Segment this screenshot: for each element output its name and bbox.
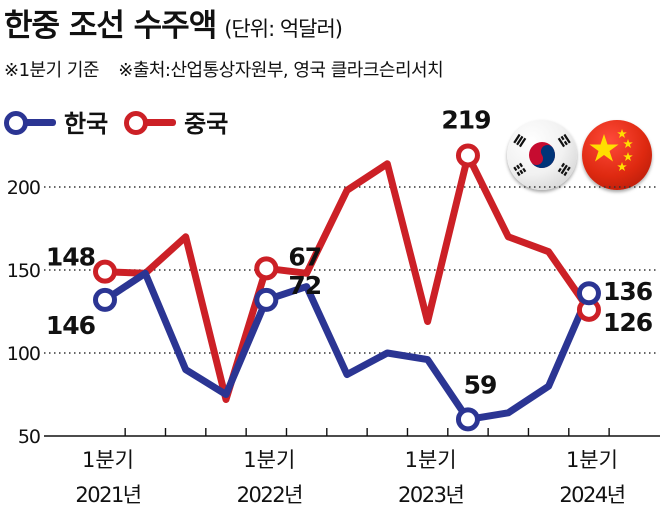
x-label-year: 2024년 [559,483,624,507]
series-lines [101,152,593,423]
note-source: ※출처:산업통상자원부, 영국 클라크슨리서치 [118,60,444,81]
marker-china [254,256,279,281]
data-label: 136 [603,277,653,306]
marker-korea [455,407,480,432]
series-markers [93,143,601,432]
y-tick-label: 50 [18,426,40,448]
x-label-quarter: 1분기 [82,448,134,472]
legend-item-china: 중국 [124,104,228,139]
china-flag-icon [582,120,652,190]
marker-korea [576,281,601,306]
x-label-quarter: 1분기 [405,448,457,472]
note-basis: ※1분기 기준 [4,60,100,81]
data-label: 72 [288,271,321,300]
data-label: 148 [46,243,95,272]
legend-item-korea: 한국 [4,104,108,139]
legend-label-korea: 한국 [64,110,109,138]
series-line-china [101,152,593,403]
x-label-quarter: 1분기 [243,448,295,472]
marker-korea [93,287,117,312]
marker-china [93,259,117,284]
title-row: 한중 조선 수주액 (단위: 억달러) [4,0,343,48]
marker-korea [254,287,279,312]
chart-title: 한중 조선 수주액 [4,8,217,44]
x-label-quarter: 1분기 [566,448,618,472]
unit-label: (단위: 억달러) [224,17,343,41]
x-label-year: 2022년 [237,483,302,507]
x-label-year: 2021년 [75,483,140,507]
legend: 한국 중국 [4,104,244,139]
data-label: 67 [288,242,321,271]
series-line-korea [101,269,593,423]
x-axis [44,428,660,437]
x-axis-labels: 1분기 2021년 1분기 2022년 1분기 2023년 1분기 2024년 [75,448,626,507]
legend-label-china: 중국 [184,110,229,138]
data-label: 59 [464,370,497,399]
data-label: 219 [441,105,490,134]
south-korea-flag-icon [507,120,577,190]
notes: ※1분기 기준 ※출처:산업통상자원부, 영국 클라크슨리서치 [4,56,457,82]
legend-swatch-china [124,109,177,135]
x-label-year: 2023년 [398,483,463,507]
data-label: 146 [46,311,96,340]
marker-china [455,143,480,168]
y-axis-ticks: 200 150 100 50 [7,177,41,448]
y-tick-label: 150 [7,260,40,282]
y-tick-label: 100 [7,343,40,365]
y-tick-label: 200 [7,177,40,199]
data-label: 126 [603,308,653,337]
legend-swatch-korea [4,109,56,135]
